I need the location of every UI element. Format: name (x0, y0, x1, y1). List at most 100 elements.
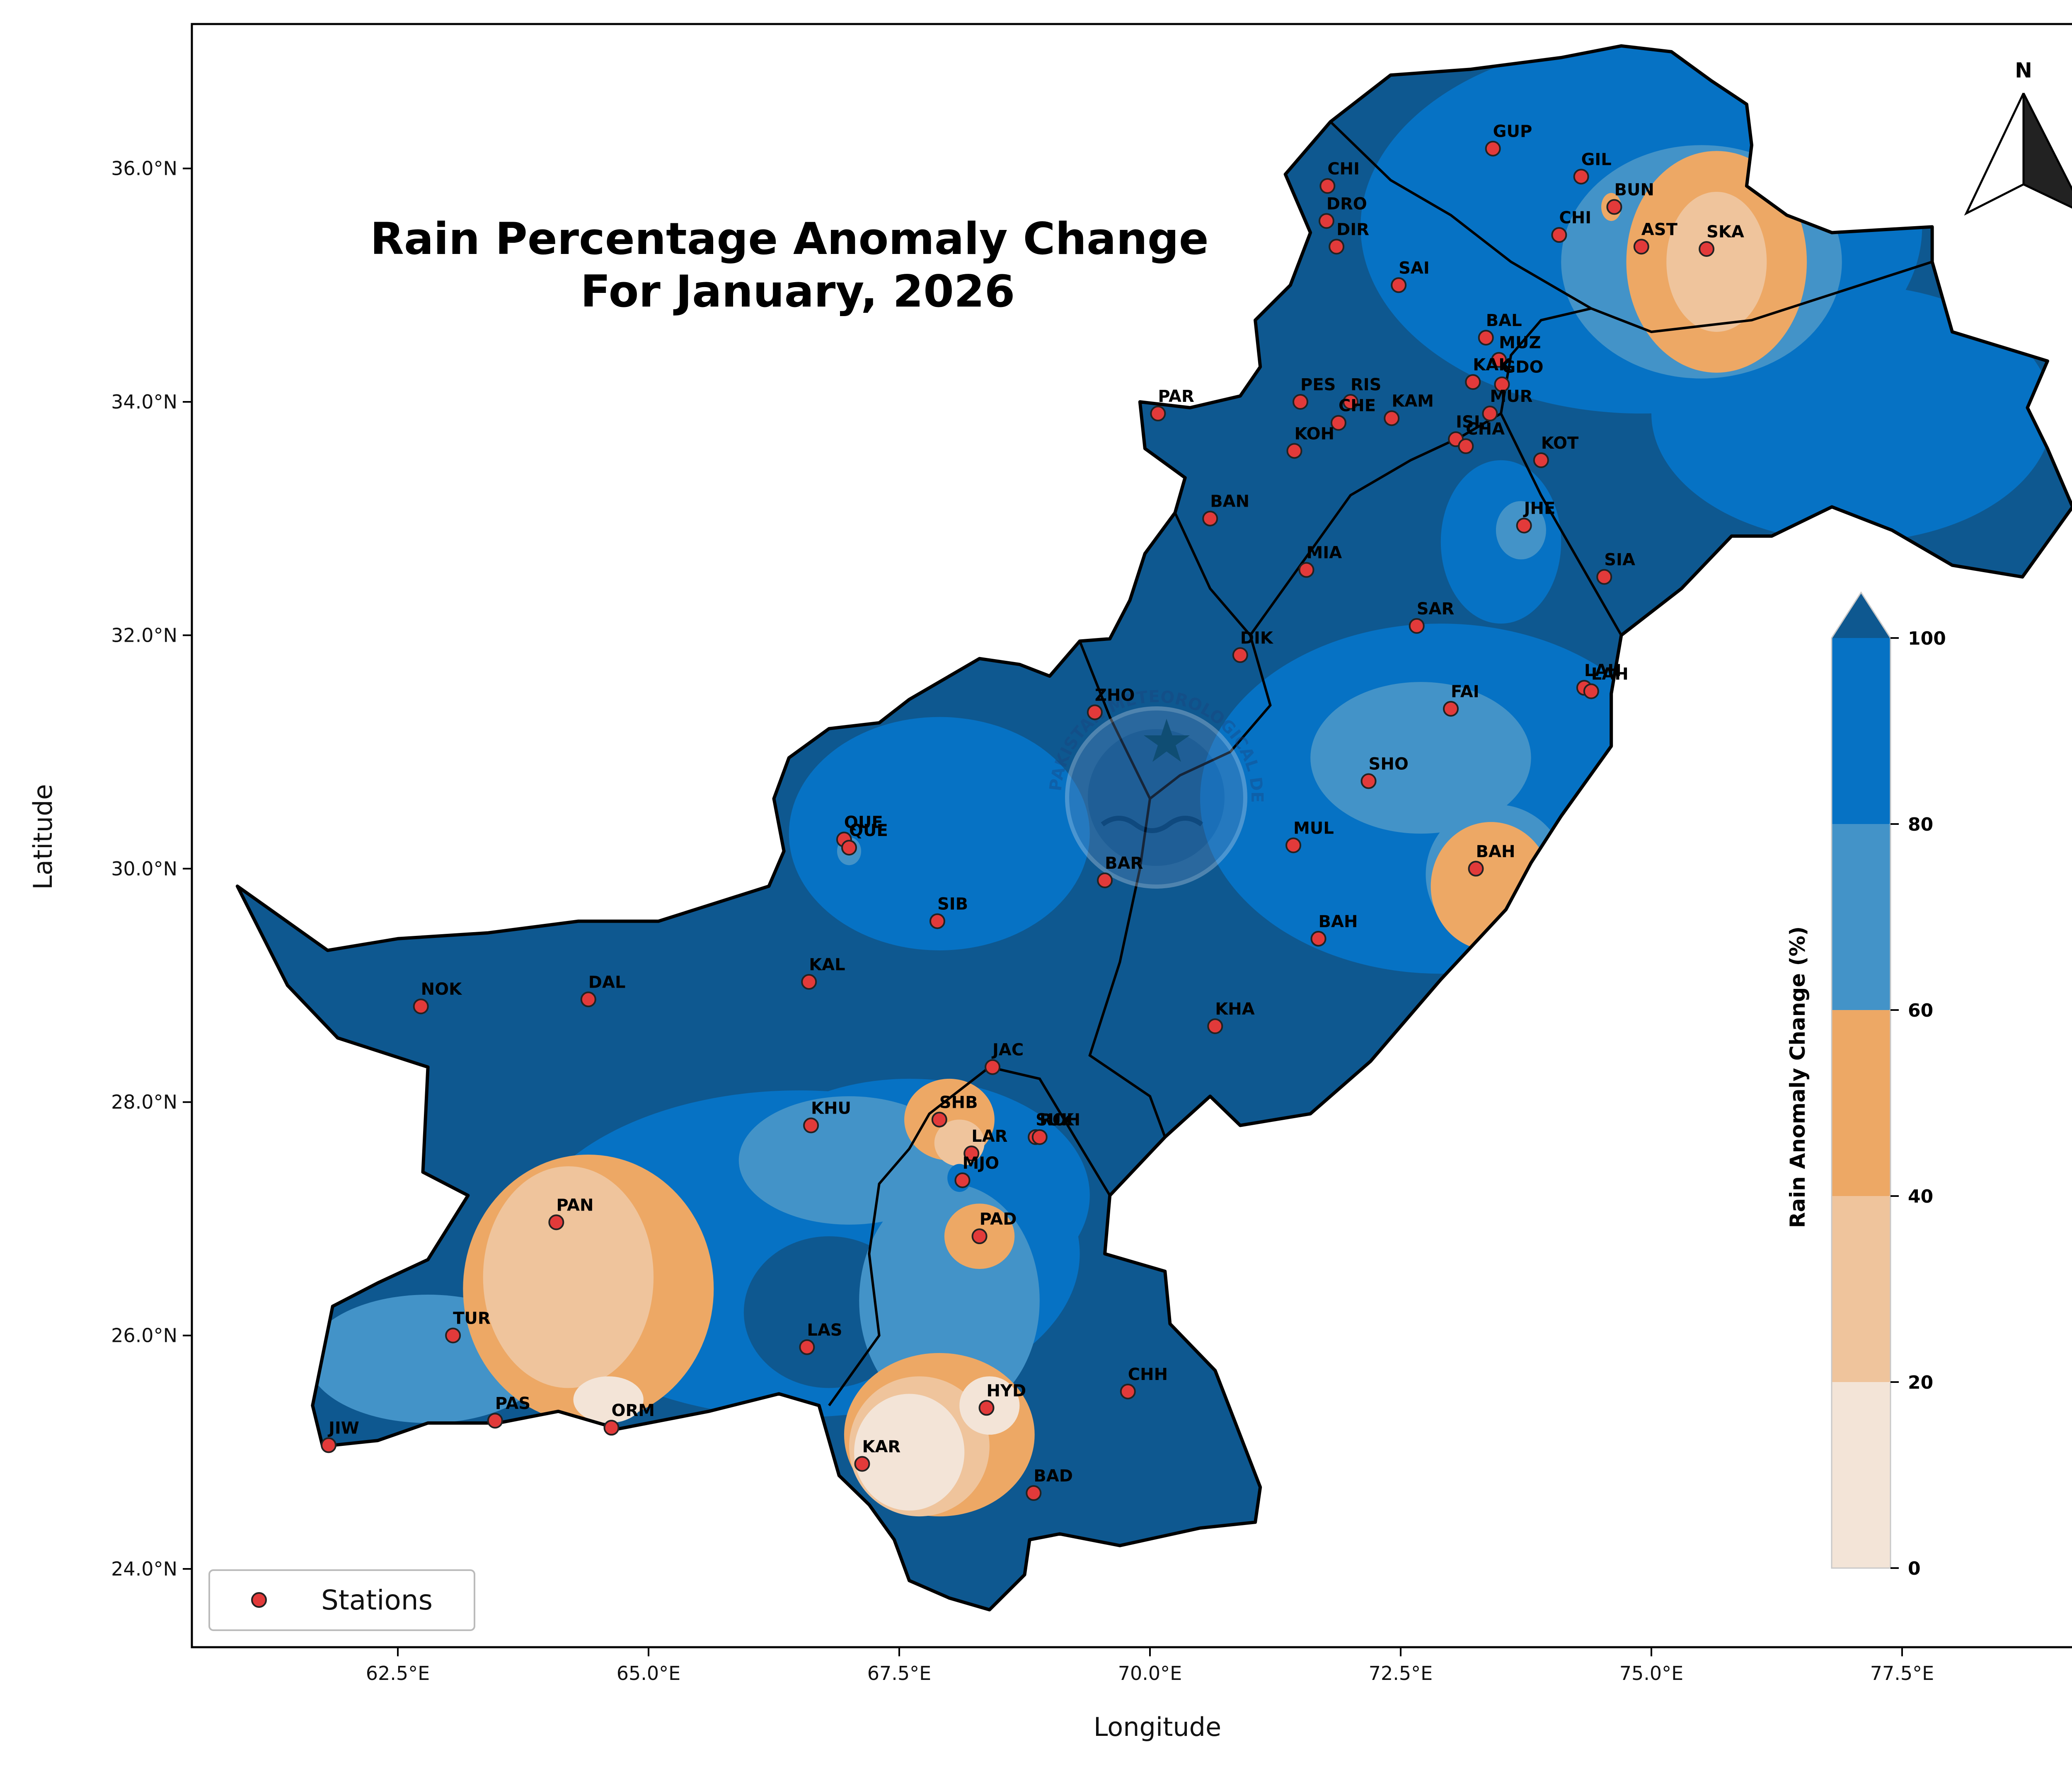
station-marker: CHH (1120, 1365, 1168, 1399)
station-dot (1596, 569, 1612, 585)
station-marker: RIS (1343, 375, 1382, 410)
station-label: ROH (1040, 1111, 1080, 1130)
station-dot (1443, 701, 1459, 717)
station-label: LAS (807, 1321, 842, 1340)
station-marker: BAN (1202, 492, 1249, 527)
station-label: MUR (1490, 387, 1532, 406)
station-label: PAN (556, 1196, 593, 1215)
station-marker: SKA (1699, 222, 1744, 257)
x-tick-label: 65.0°E (617, 1662, 681, 1684)
station-dot (1286, 443, 1302, 459)
station-marker: KHA (1207, 1000, 1255, 1034)
station-label: MIA (1307, 544, 1342, 563)
station-label: SUK (1036, 1111, 1075, 1130)
colorbar-tick-label: 60 (1908, 1000, 1933, 1021)
station-dot (487, 1413, 503, 1429)
station-label: KAL (809, 955, 845, 974)
north-arrow-right-half (2022, 92, 2072, 209)
station-marker: DIK (1232, 628, 1274, 663)
watermark-outer-ring (1065, 706, 1247, 889)
station-dot (1207, 1018, 1223, 1034)
station-dot (1087, 704, 1103, 720)
station-label: GUP (1493, 122, 1532, 141)
station-marker: ISL (1448, 413, 1484, 447)
station-dot (1409, 618, 1425, 634)
station-marker: TUR (445, 1309, 491, 1344)
station-marker: BAL (1478, 311, 1522, 346)
station-dot (413, 998, 429, 1015)
station-marker: GUP (1485, 122, 1532, 157)
station-label: KAM (1392, 392, 1434, 411)
station-label: BAH (1319, 912, 1358, 931)
station-dot (548, 1214, 564, 1230)
station-dot (321, 1437, 337, 1453)
province-line (828, 1066, 1111, 1406)
colorbar-segment (1832, 1196, 1890, 1382)
y-axis-title: Latitude (28, 784, 58, 889)
province-line (1078, 640, 1167, 1138)
province-line (1149, 512, 1272, 800)
station-marker: DRO (1318, 194, 1367, 229)
station-marker: MIA (1298, 544, 1342, 578)
station-dot (954, 1172, 971, 1188)
station-dot (1468, 860, 1484, 877)
x-tick-label: 67.5°E (867, 1662, 932, 1684)
station-marker: SAR (1409, 599, 1454, 634)
colorbar-segment (1832, 1382, 1890, 1568)
station-dot (1031, 1129, 1048, 1145)
station-dot (1026, 1485, 1042, 1501)
station-dot (1285, 837, 1302, 853)
colorbar-tick-label: 0 (1908, 1558, 1921, 1579)
station-label: BAL (1486, 311, 1522, 330)
x-axis-title: Longitude (1094, 1712, 1221, 1742)
station-label: LAH (1584, 661, 1622, 680)
station-dot (799, 1339, 815, 1355)
station-marker: KAK (1465, 355, 1512, 390)
station-dot (929, 913, 945, 929)
province-line (1329, 121, 1933, 334)
station-dot (985, 1059, 1001, 1075)
legend-box (208, 1569, 475, 1631)
station-marker: SHO (1360, 755, 1409, 789)
station-marker: HYD (978, 1381, 1026, 1416)
station-marker: CHI (1551, 208, 1591, 243)
anomaly-contour-region (1666, 191, 1767, 332)
station-label: SKA (1706, 222, 1744, 242)
station-dot (978, 1400, 995, 1416)
watermark-star (1144, 719, 1190, 762)
station-marker: BUN (1606, 181, 1654, 215)
station-dot (1482, 406, 1498, 422)
station-label: AST (1641, 220, 1678, 239)
station-marker: LAR (963, 1127, 1007, 1162)
station-dot (445, 1327, 461, 1344)
station-label: CHH (1128, 1365, 1168, 1384)
station-dot (1343, 394, 1358, 410)
x-tick-label: 62.5°E (366, 1662, 430, 1684)
station-label: FAI (1451, 682, 1479, 701)
y-tick-label: 28.0°N (111, 1091, 177, 1113)
station-dot (1633, 239, 1649, 255)
station-marker: KAL (801, 955, 845, 990)
station-label: JAC (991, 1041, 1024, 1060)
station-label: CHA (1466, 420, 1505, 439)
chart-title-line2: For January, 2026 (581, 266, 1015, 317)
y-tick-label: 24.0°N (111, 1558, 177, 1580)
station-marker: JIW (321, 1419, 359, 1453)
station-label: MUL (1293, 819, 1334, 838)
station-dot (1318, 213, 1334, 229)
station-label: JIW (327, 1419, 359, 1438)
colorbar: 0 20 40 60 80 100 (1831, 591, 1946, 1579)
north-arrow: N (1964, 58, 2072, 216)
station-marker: KHU (803, 1099, 851, 1133)
station-label: SHO (1369, 755, 1409, 774)
station-marker: QUE (841, 821, 888, 856)
station-label: GDO (1502, 358, 1543, 377)
station-marker: SAI (1391, 259, 1430, 293)
station-label: LAH (1591, 665, 1629, 684)
station-dot (1699, 241, 1715, 257)
station-dot (1319, 178, 1336, 194)
station-dot (801, 974, 817, 990)
station-marker: MUL (1285, 819, 1334, 853)
station-marker: BAR (1097, 854, 1143, 888)
x-tick-label: 75.0°E (1619, 1662, 1684, 1684)
